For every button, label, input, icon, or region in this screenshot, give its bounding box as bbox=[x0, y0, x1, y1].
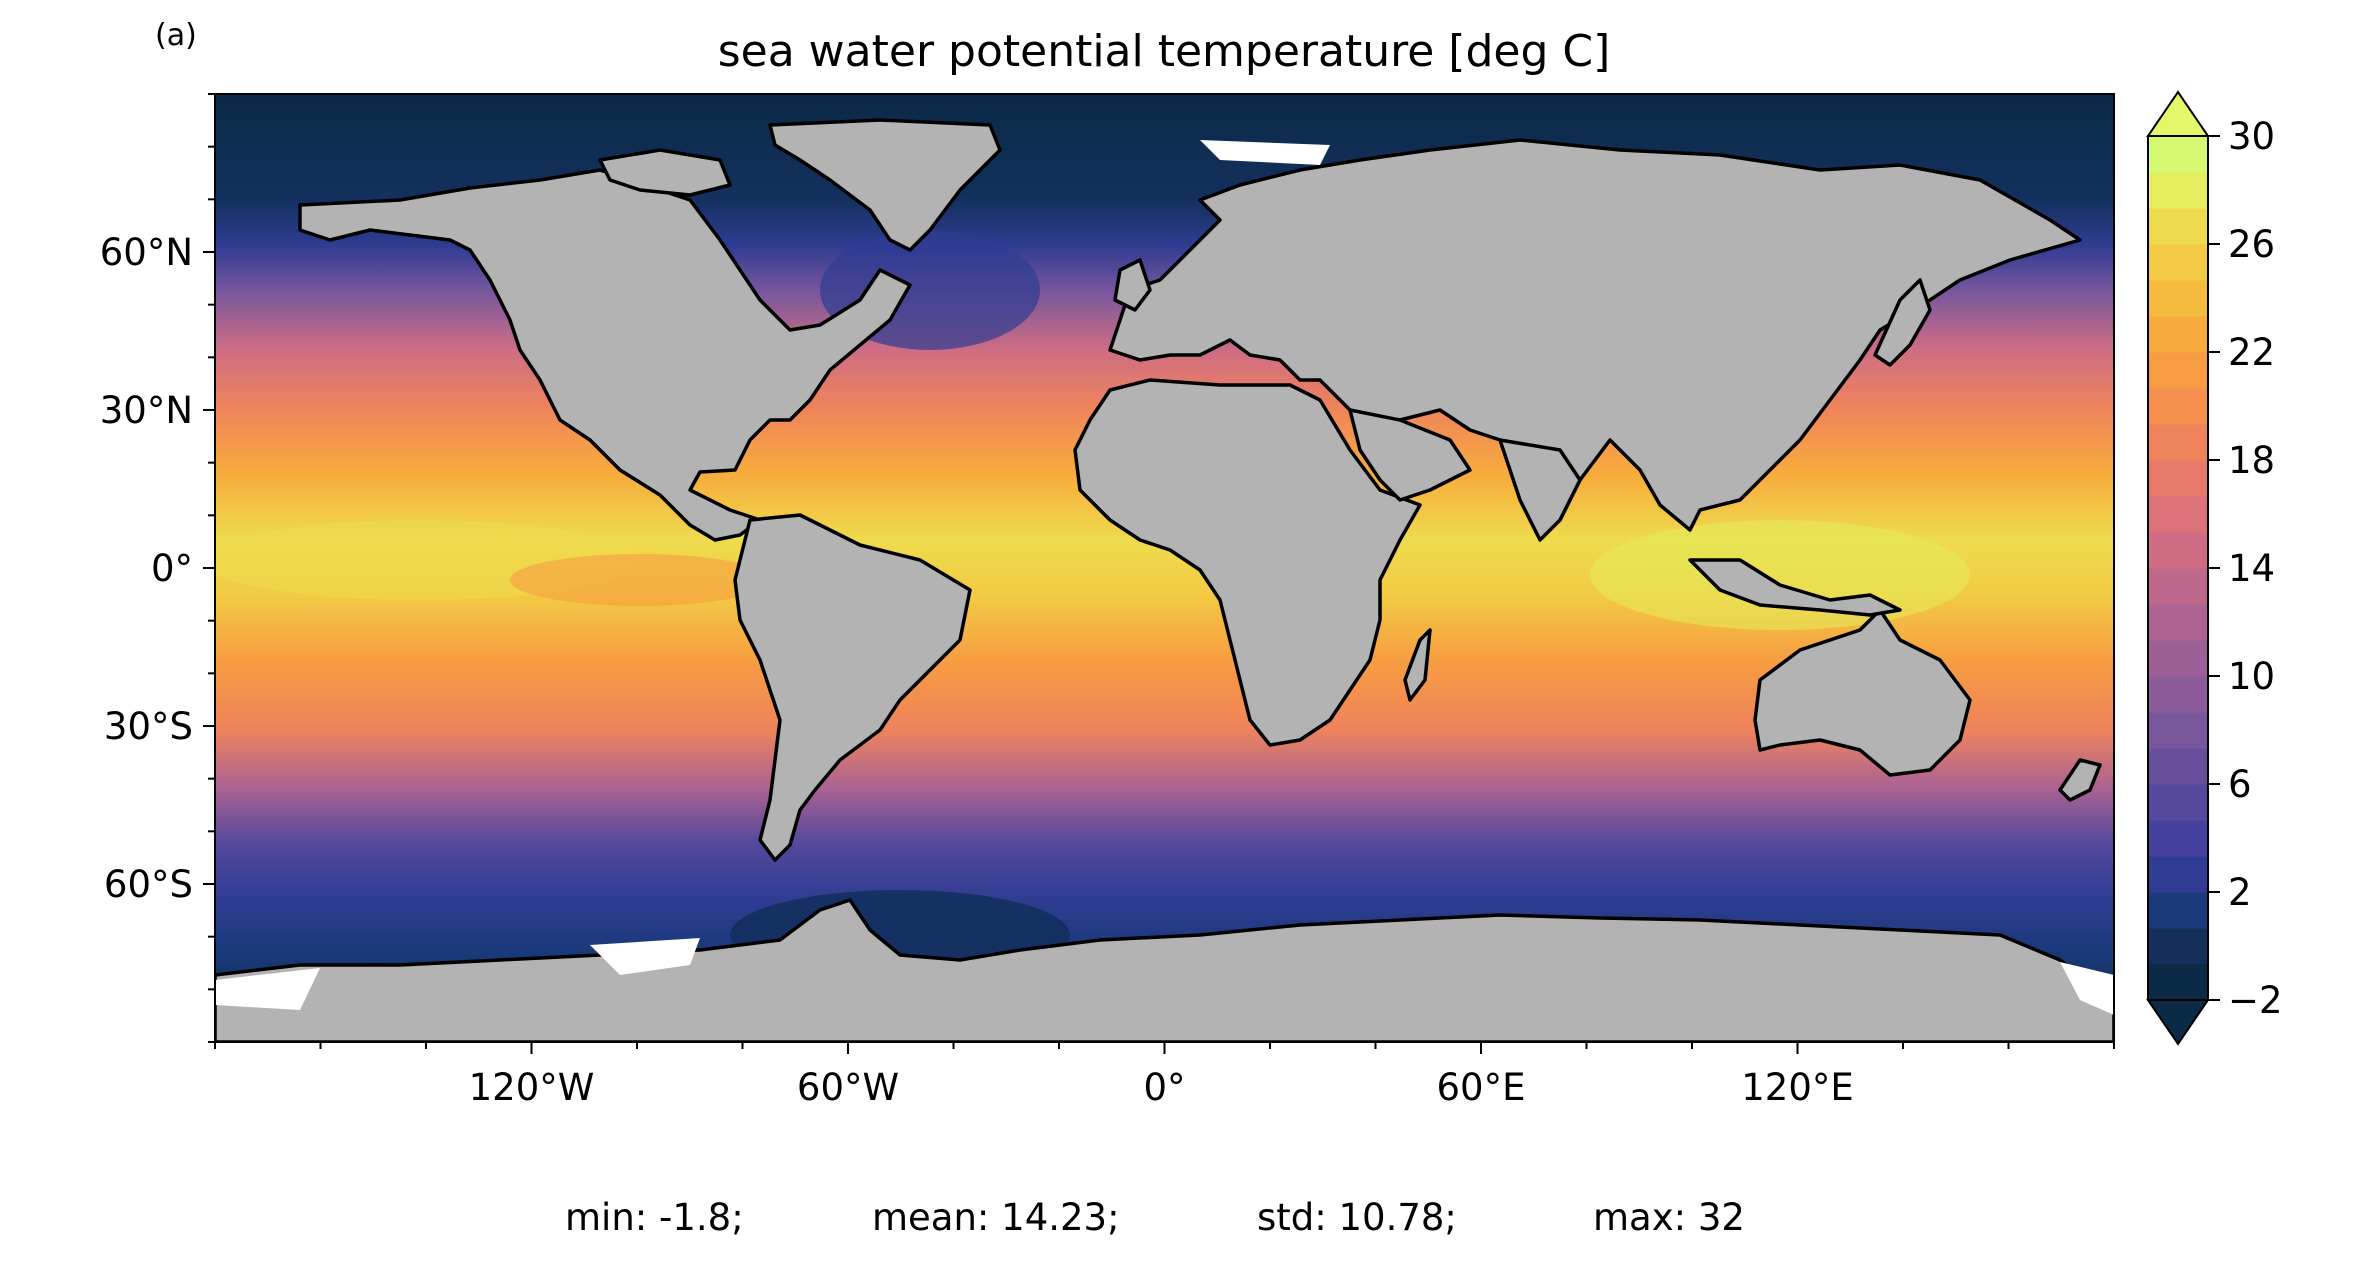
map-area bbox=[214, 93, 2115, 1043]
cold-tongue-pacific bbox=[510, 554, 770, 606]
colorbar-segment bbox=[2148, 928, 2208, 965]
stat-std: std: 10.78; bbox=[1257, 1196, 1457, 1239]
colorbar-segment bbox=[2148, 640, 2208, 677]
land-maritime-continent bbox=[1688, 558, 1902, 617]
colorbar-tick-label: 26 bbox=[2228, 223, 2275, 266]
colorbar-tick-label: 10 bbox=[2228, 655, 2275, 698]
colorbar-segment bbox=[2148, 604, 2208, 641]
land-new-zealand bbox=[2058, 758, 2102, 802]
lon-tick-label: 120°E bbox=[1741, 1066, 1854, 1109]
colorbar-segment bbox=[2148, 388, 2208, 425]
latitude-axis: 60°N 30°N 0° 30°S 60°S bbox=[100, 93, 215, 1043]
colorbar-segment bbox=[2148, 532, 2208, 569]
missing-data bbox=[215, 140, 2114, 1015]
colorbar: 30 26 22 18 14 10 6 2 −2 bbox=[2146, 90, 2283, 1046]
colorbar-segment bbox=[2148, 496, 2208, 533]
colorbar-segment bbox=[2148, 424, 2208, 461]
colorbar-tick-label: 2 bbox=[2228, 871, 2252, 914]
colorbar-segment bbox=[2148, 280, 2208, 317]
colorbar-segment bbox=[2148, 964, 2208, 1001]
land-south-america bbox=[733, 513, 972, 862]
colorbar-segment bbox=[2148, 676, 2208, 713]
land-canadian-archipelago bbox=[598, 148, 732, 197]
statistics: min: -1.8; mean: 14.23; std: 10.78; max:… bbox=[565, 1196, 1745, 1239]
land-africa bbox=[1073, 378, 1422, 747]
colorbar-segment bbox=[2148, 460, 2208, 497]
lon-tick-label: 60°W bbox=[797, 1066, 899, 1109]
colorbar-tick-label: 14 bbox=[2228, 547, 2275, 590]
colorbar-segment bbox=[2148, 208, 2208, 245]
lon-tick-label: 120°W bbox=[469, 1066, 595, 1109]
colorbar-segment bbox=[2148, 856, 2208, 893]
land-madagascar bbox=[1403, 628, 1432, 702]
lat-tick-label: 30°S bbox=[104, 705, 193, 748]
lat-tick-label: 30°N bbox=[100, 389, 193, 432]
stat-max: max: 32 bbox=[1593, 1196, 1745, 1239]
land-british-isles bbox=[1113, 258, 1152, 312]
colorbar-segment bbox=[2148, 352, 2208, 389]
land-eurasia bbox=[1108, 138, 2082, 532]
lon-tick-label: 60°E bbox=[1437, 1066, 1526, 1109]
warm-pool-indian-pacific bbox=[1590, 520, 1970, 630]
land-india bbox=[1498, 438, 1582, 542]
colorbar-segment bbox=[2148, 820, 2208, 857]
stat-min: min: -1.8; bbox=[565, 1196, 744, 1239]
longitude-axis: 120°W 60°W 0° 60°E 120°E bbox=[214, 1042, 2115, 1109]
colorbar-segment bbox=[2148, 784, 2208, 821]
colorbar-tick-label: 18 bbox=[2228, 439, 2275, 482]
colorbar-segment bbox=[2148, 748, 2208, 785]
lat-tick-label: 0° bbox=[151, 547, 193, 590]
land-australia bbox=[1753, 608, 1972, 777]
colorbar-extend-min bbox=[2146, 999, 2210, 1046]
lat-tick-label: 60°N bbox=[100, 231, 193, 274]
colorbar-segment bbox=[2148, 136, 2208, 173]
colorbar-segment bbox=[2148, 892, 2208, 929]
land-north-america bbox=[298, 168, 912, 542]
colorbar-extend-max bbox=[2146, 90, 2210, 137]
colorbar-segment bbox=[2148, 568, 2208, 605]
land-greenland bbox=[768, 118, 1002, 252]
colorbar-segment bbox=[2148, 172, 2208, 209]
lon-tick-label: 0° bbox=[1143, 1066, 1185, 1109]
stat-mean: mean: 14.23; bbox=[872, 1196, 1120, 1239]
panel-label: (a) bbox=[155, 18, 197, 53]
lat-tick-label: 60°S bbox=[104, 863, 193, 906]
land-japan bbox=[1873, 278, 1932, 367]
map-title: sea water potential temperature [deg C] bbox=[718, 26, 1611, 77]
colorbar-tick-label: 6 bbox=[2228, 763, 2252, 806]
colorbar-segment bbox=[2148, 244, 2208, 281]
colorbar-tick-label: 30 bbox=[2228, 115, 2275, 158]
land-arabia bbox=[1348, 408, 1472, 502]
colorbar-segment bbox=[2148, 316, 2208, 353]
colorbar-segment bbox=[2148, 712, 2208, 749]
colorbar-tick-label: −2 bbox=[2228, 979, 2283, 1022]
land bbox=[215, 118, 2114, 1042]
colorbar-tick-label: 22 bbox=[2228, 331, 2275, 374]
